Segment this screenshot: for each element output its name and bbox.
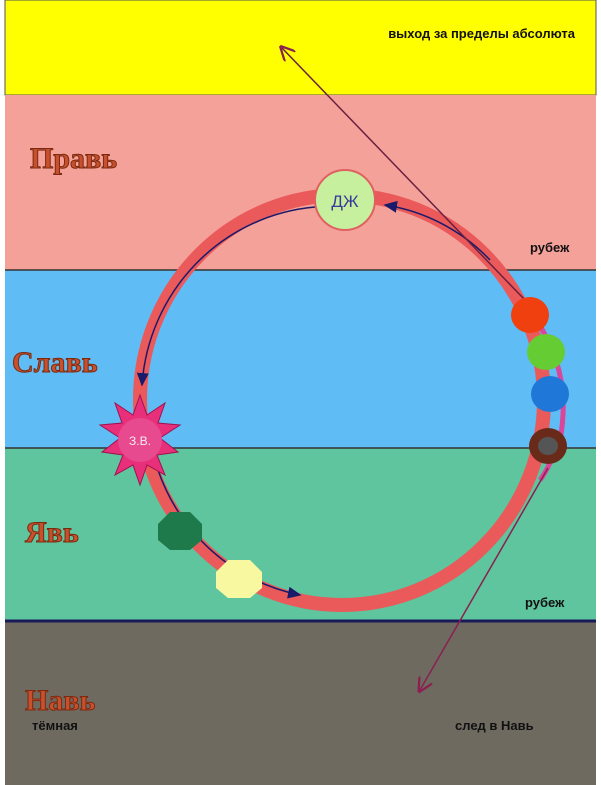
realm-name: Навь	[25, 684, 96, 717]
flow-arrow	[136, 206, 316, 387]
node-label: ДЖ	[331, 192, 359, 211]
flow-arrow	[157, 469, 302, 599]
realm-name: Явь	[25, 516, 79, 549]
node-dzh	[314, 169, 376, 231]
realm-note: след в Навь	[455, 718, 534, 733]
node-zv-core	[118, 418, 162, 462]
exit-arrow	[282, 48, 526, 301]
nav-arrow	[420, 467, 549, 690]
band-nav	[5, 620, 596, 785]
border-label: рубеж	[525, 595, 565, 610]
band-slav	[5, 270, 596, 448]
node-label: З.В.	[129, 434, 151, 448]
orb	[527, 334, 565, 370]
top-label: выход за пределы абсолюта	[388, 26, 576, 41]
realm-name: Правь	[30, 142, 117, 175]
orb	[511, 297, 549, 333]
band-top	[4, 0, 597, 96]
realm-subtitle: тёмная	[32, 718, 78, 733]
orb	[531, 376, 569, 412]
orb	[216, 560, 262, 598]
orb	[158, 512, 202, 550]
band-prav	[5, 95, 596, 270]
realm-name: Славь	[12, 346, 98, 379]
flow-arrow	[383, 200, 491, 261]
border-label: рубеж	[530, 240, 570, 255]
orb-core	[538, 437, 558, 455]
